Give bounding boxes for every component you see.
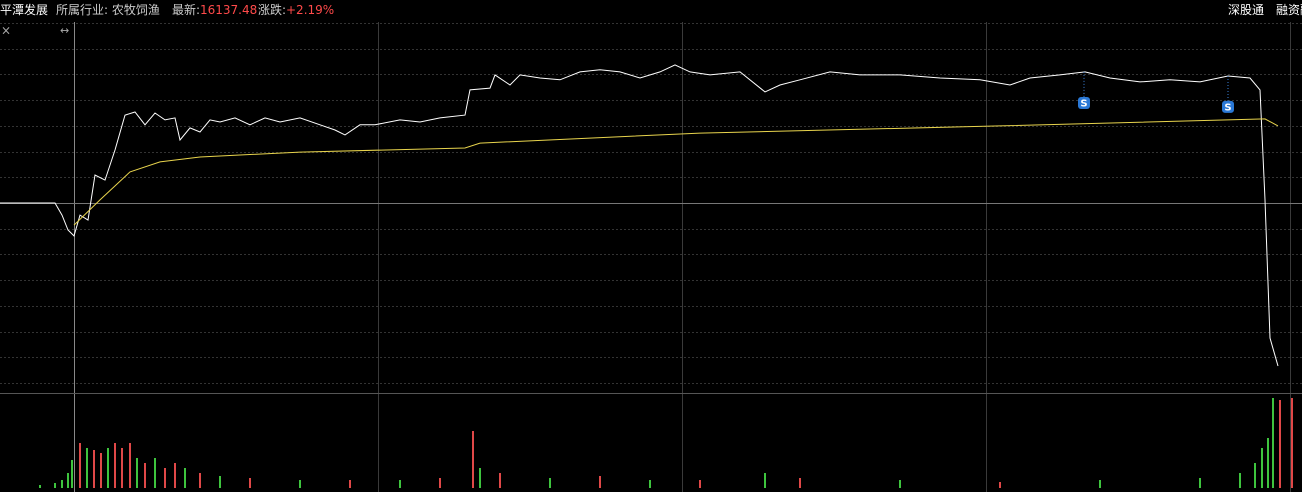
volume-bar <box>121 448 123 488</box>
price-line <box>0 64 1279 367</box>
volume-bar <box>599 476 601 488</box>
price-line <box>73 118 1279 226</box>
volume-bar <box>299 480 301 488</box>
volume-bar <box>71 460 73 488</box>
volume-bar <box>67 473 69 488</box>
volume-bar <box>184 468 186 488</box>
volume-bar <box>649 480 651 488</box>
volume-bar <box>39 485 41 488</box>
volume-bar <box>549 478 551 488</box>
volume-bar <box>154 458 156 488</box>
volume-bar <box>93 450 95 488</box>
marker-label: S <box>1224 102 1231 113</box>
close-icon[interactable]: × <box>1 24 11 38</box>
volume-bar <box>1239 473 1241 488</box>
latest-price: 16137.48 <box>200 3 258 17</box>
volume-bar <box>1261 448 1263 488</box>
volume-bar <box>114 443 116 488</box>
volume-bar <box>349 480 351 488</box>
link[interactable]: 融资融 <box>1276 3 1302 17</box>
volume-bar <box>107 448 109 488</box>
marker-box <box>1078 96 1090 109</box>
volume-bar <box>799 478 801 488</box>
marker-box <box>1222 100 1234 113</box>
frame <box>0 20 1302 492</box>
volume-bar <box>399 480 401 488</box>
volume-bar <box>1254 463 1256 488</box>
latest-label: 最新: <box>172 3 201 17</box>
volume-bar <box>164 468 166 488</box>
link[interactable]: 深股通 <box>1228 3 1265 17</box>
volume-bar <box>999 482 1001 488</box>
volume-bar <box>199 473 201 488</box>
volume-bar <box>174 463 176 488</box>
volume-bar <box>1199 478 1201 488</box>
volume-bar <box>699 480 701 488</box>
volume-bar <box>499 473 501 488</box>
volume-bar <box>129 443 131 488</box>
volume-bar <box>479 468 481 488</box>
volume-bar <box>899 480 901 488</box>
volume-bar <box>54 483 56 488</box>
volume-bar <box>219 476 221 488</box>
volume-bar <box>439 478 441 488</box>
volume-bar <box>100 453 102 488</box>
volume-bar <box>1272 398 1274 488</box>
v-grid <box>0 22 1302 492</box>
volume-bar <box>1267 438 1269 488</box>
volume-bar <box>472 431 474 488</box>
marker-label: S <box>1080 98 1087 109</box>
industry: 所属行业: 农牧饲渔 <box>56 3 160 17</box>
volume-bar <box>144 463 146 488</box>
volume-bar <box>86 448 88 488</box>
volume-bar <box>79 443 81 488</box>
volume-bar <box>1279 400 1281 488</box>
change-label: 涨跌: <box>258 3 287 17</box>
resize-icon[interactable]: ↔ <box>60 24 69 37</box>
header: 平潭发展 所属行业: 农牧饲渔 最新: 16137.48 涨跌: +2.19% … <box>0 0 1302 20</box>
volume-bar <box>249 478 251 488</box>
change: +2.19% <box>286 3 335 17</box>
volume-bar <box>764 473 766 488</box>
volume-bar <box>61 480 63 488</box>
volume-bar <box>1291 398 1293 488</box>
stock-name: 平潭发展 <box>0 3 49 17</box>
volume-bar <box>136 458 138 488</box>
volume-bar <box>1099 480 1101 488</box>
